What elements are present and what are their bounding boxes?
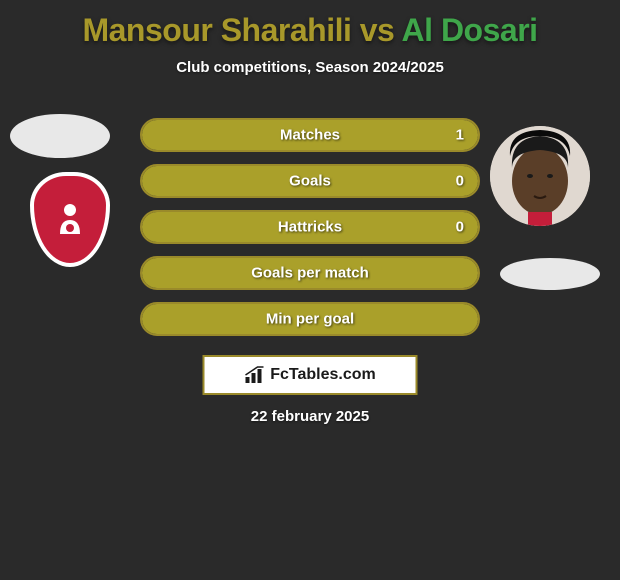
chart-icon bbox=[244, 366, 266, 384]
stat-bar: Goals per match bbox=[140, 256, 480, 290]
comparison-title: Mansour Sharahili vs Al Dosari bbox=[0, 0, 620, 49]
stat-label: Min per goal bbox=[266, 311, 354, 328]
stat-bar: Goals 0 bbox=[140, 164, 480, 198]
subtitle: Club competitions, Season 2024/2025 bbox=[0, 59, 620, 76]
stat-bar: Matches 1 bbox=[140, 118, 480, 152]
player1-club-logo bbox=[20, 172, 120, 272]
stat-bar: Min per goal bbox=[140, 302, 480, 336]
player2-club-logo bbox=[500, 258, 600, 290]
date: 22 february 2025 bbox=[0, 408, 620, 425]
stat-value-right: 1 bbox=[456, 127, 464, 144]
player1-photo bbox=[10, 114, 110, 158]
player2-face-icon bbox=[490, 126, 590, 226]
player2-name: Al Dosari bbox=[402, 12, 538, 48]
vs-word: vs bbox=[351, 12, 401, 48]
wehda-shield-text bbox=[55, 200, 85, 239]
wehda-shield-icon bbox=[30, 172, 110, 267]
watermark-text: FcTables.com bbox=[270, 366, 376, 384]
stat-label: Matches bbox=[280, 127, 340, 144]
stat-label: Hattricks bbox=[278, 219, 342, 236]
stat-bar: Hattricks 0 bbox=[140, 210, 480, 244]
stat-label: Goals bbox=[289, 173, 331, 190]
stat-value-right: 0 bbox=[456, 219, 464, 236]
stat-value-right: 0 bbox=[456, 173, 464, 190]
player2-photo bbox=[490, 126, 590, 226]
stat-label: Goals per match bbox=[251, 265, 369, 282]
stats-container: Matches 1 Goals 0 Hattricks 0 Goals per match M… bbox=[140, 118, 480, 348]
watermark: FcTables.com bbox=[203, 355, 418, 395]
player-silhouette-icon bbox=[55, 200, 85, 236]
player1-name: Mansour Sharahili bbox=[82, 12, 351, 48]
